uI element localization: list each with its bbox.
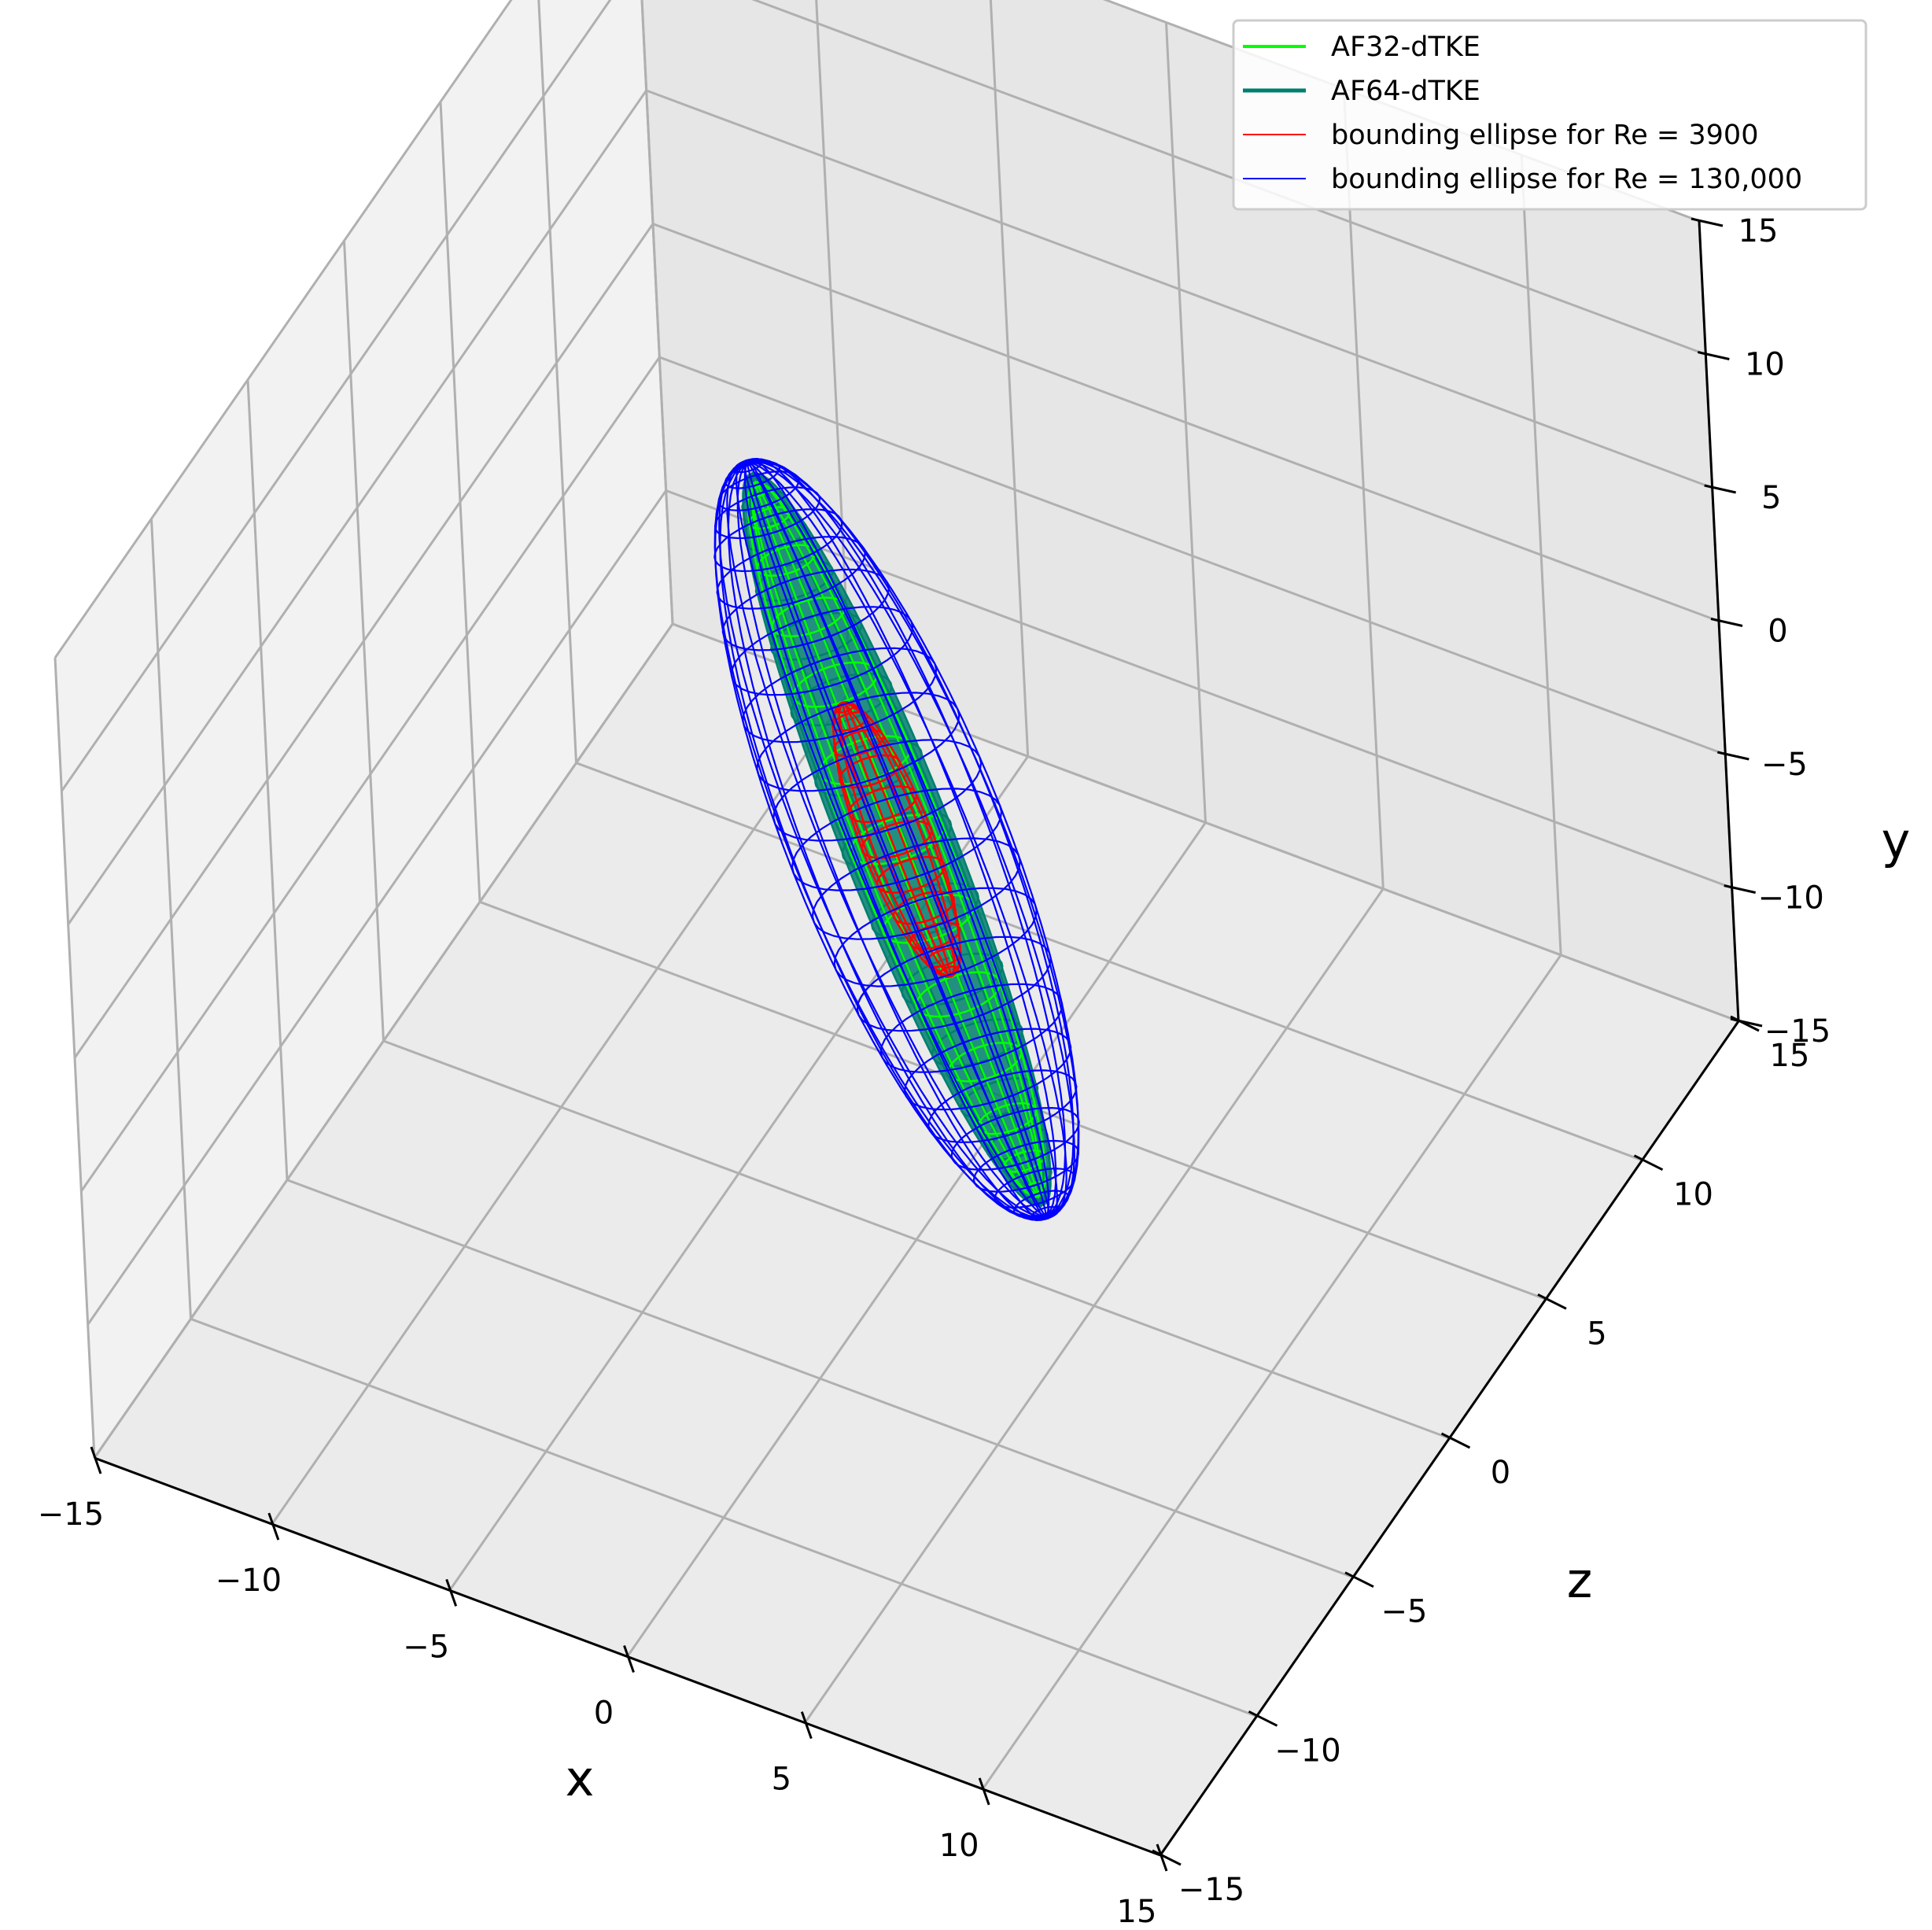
z-tick-label: −5 — [1381, 1594, 1428, 1630]
ellipse-re130000-parallel — [724, 460, 781, 489]
axis-lines — [90, 217, 1763, 1872]
ellipse-re130000 — [713, 457, 1080, 1222]
y-tick-label: −5 — [1761, 747, 1808, 783]
ellipse-re3900-parallel — [834, 702, 855, 714]
z-tick — [1633, 1154, 1664, 1172]
tick-labels: −15 −15 −15 −10 −10 −10 −5 −5 −5 0 0 0 5 5 5 10 10 10 15 15… — [38, 213, 1831, 1930]
z-tick-label: 5 — [1587, 1316, 1606, 1352]
legend: AF32-dTKE AF64-dTKE bounding ellipse for R… — [1232, 19, 1867, 211]
y-axis-label: y — [1882, 812, 1911, 869]
ellipse-re130000-parallel — [994, 1168, 1076, 1209]
left-grid-z — [640, 0, 674, 625]
x-tick — [445, 1578, 458, 1607]
ellipse-re130000-parallel — [772, 739, 983, 842]
af32-surface-parallel — [882, 894, 975, 944]
ellipse-re130000-parallel — [791, 788, 1003, 891]
legend-label: AF32-dTKE — [1331, 31, 1480, 63]
z-tick-label: −15 — [1178, 1872, 1244, 1908]
ellipse-re3900-parallel — [861, 820, 933, 859]
y-tick-label: −10 — [1757, 880, 1823, 917]
x-tick-label: 0 — [594, 1696, 614, 1732]
ellipse-re130000-parallel — [717, 471, 800, 511]
ellipse-re130000-parallel — [716, 536, 866, 610]
y-tick-label: 15 — [1738, 213, 1779, 249]
y-tick-label: −15 — [1764, 1013, 1831, 1050]
legend-label: AF64-dTKE — [1331, 76, 1480, 107]
ellipse-re130000-parallel — [742, 647, 938, 744]
ellipse-re130000-parallel — [713, 486, 821, 540]
x-tick-label: 15 — [1117, 1894, 1157, 1930]
x-axis-label: x — [566, 1750, 595, 1807]
x-tick — [800, 1711, 813, 1740]
left-pane — [55, 0, 673, 1458]
floor-grid-z — [575, 762, 1643, 1162]
left-grid-y — [53, 0, 513, 659]
ellipsoid-shapes — [713, 457, 1080, 1222]
y-tick — [1717, 751, 1749, 761]
left-grid-y — [61, 0, 612, 792]
z-axis-label: z — [1567, 1552, 1593, 1609]
z-tick-label: −10 — [1274, 1733, 1340, 1769]
x-tick-label: −10 — [216, 1563, 282, 1599]
legend-box — [1232, 19, 1867, 211]
z-tick — [1344, 1571, 1374, 1589]
z-tick — [1730, 1015, 1760, 1032]
x-tick — [978, 1777, 990, 1806]
y-tick — [1710, 618, 1743, 627]
ellipse-re3900-parallel — [831, 710, 868, 732]
af32-surface-parallel — [915, 971, 1001, 1018]
z-tick — [1248, 1710, 1278, 1727]
af32-surface-parallel — [947, 1042, 1023, 1083]
ellipse-re130000-parallel — [730, 606, 914, 696]
x-tick-label: 10 — [939, 1828, 979, 1864]
x-tick-label: −5 — [403, 1629, 449, 1665]
ellipse-re130000-parallel — [927, 1069, 1078, 1143]
ellipse-re130000-parallel — [950, 1106, 1080, 1171]
ellipse-re3900-parallel — [832, 729, 885, 758]
z-tick-label: 0 — [1491, 1455, 1510, 1491]
ellipse-re130000-parallel — [972, 1139, 1080, 1193]
ellipse-re130000-parallel — [1030, 1205, 1060, 1222]
z-tick-label: 10 — [1673, 1177, 1713, 1213]
x-tick-label: −15 — [38, 1496, 104, 1533]
x-tick — [1156, 1843, 1168, 1872]
back-grid-y — [751, 0, 1706, 356]
ellipse-re130000-parallel — [734, 457, 764, 474]
ellipse-re3900-parallel — [839, 754, 901, 788]
y-tick — [1698, 351, 1730, 360]
y-tick — [1690, 217, 1724, 227]
ellipse-re130000-parallel — [756, 692, 960, 792]
x-tick — [267, 1512, 280, 1541]
z-tick — [1537, 1293, 1567, 1310]
ellipse-re3900-parallel — [909, 921, 961, 950]
x-tick — [623, 1645, 635, 1673]
z-tick — [1440, 1432, 1471, 1449]
af32-surface-parallel — [849, 814, 945, 865]
y-tick-label: 5 — [1761, 480, 1781, 516]
y-tick-label: 10 — [1745, 347, 1785, 383]
x-tick — [90, 1446, 102, 1474]
ellipse-re130000-parallel — [833, 887, 1038, 987]
y-tick — [1704, 484, 1736, 494]
y-tick — [1724, 884, 1756, 894]
ellipse-re3900-parallel — [876, 855, 946, 894]
y-tick-label: 0 — [1768, 614, 1787, 650]
ellipse-re3900-parallel — [848, 785, 918, 824]
af32-surface-parallel — [977, 1102, 1038, 1135]
legend-label: bounding ellipse for Re = 3900 — [1331, 120, 1758, 151]
ellipse-re130000-parallel — [721, 568, 890, 651]
ellipse-re130000-parallel — [713, 508, 843, 573]
z-tick — [1152, 1849, 1182, 1866]
ellipse-re130000-parallel — [811, 837, 1021, 940]
z-tick-label: 15 — [1770, 1038, 1810, 1074]
legend-label: bounding ellipse for Re = 130,000 — [1331, 164, 1802, 195]
x-tick-label: 5 — [772, 1762, 791, 1798]
